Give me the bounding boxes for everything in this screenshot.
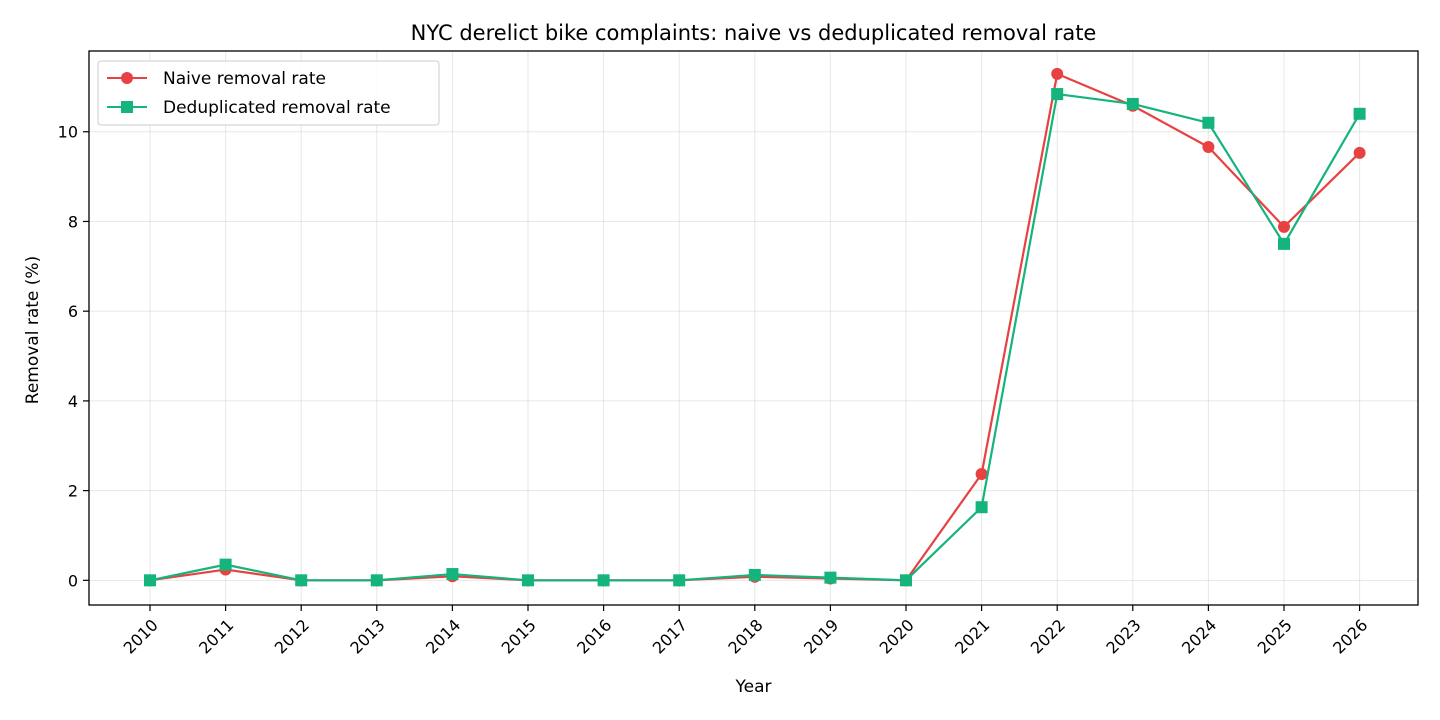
data-point-deduplicated: [1202, 116, 1215, 129]
legend-box: [97, 60, 440, 126]
plot-frame: [88, 50, 1419, 606]
x-tick-label: 2021: [951, 615, 993, 657]
legend-marker-naive: [121, 72, 133, 84]
series-deduplicated: [144, 88, 1366, 587]
legend-label-naive: Naive removal rate: [163, 69, 326, 89]
data-point-deduplicated: [1278, 237, 1290, 250]
chart-title: NYC derelict bike complaints: naive vs d…: [411, 21, 1097, 45]
x-tick-label: 2022: [1027, 615, 1069, 657]
x-tick-label: 2014: [422, 615, 464, 657]
data-point-deduplicated: [824, 571, 837, 584]
data-point-deduplicated: [748, 568, 761, 581]
x-axis-label: Year: [735, 677, 772, 697]
y-tick-label: 6: [68, 302, 78, 321]
legend-marker-deduplicated: [121, 101, 133, 113]
x-tick-label: 2023: [1102, 615, 1144, 657]
y-axis-ticks: 0 2 4 6 8 10: [58, 123, 89, 590]
x-tick-label: 2026: [1329, 615, 1371, 657]
y-tick-label: 0: [68, 571, 78, 590]
y-tick-label: 8: [68, 212, 78, 231]
data-point-naive: [1278, 220, 1290, 233]
x-tick-label: 2019: [800, 615, 842, 657]
data-point-deduplicated: [1353, 107, 1366, 120]
data-point-deduplicated: [1126, 97, 1139, 110]
x-tick-label: 2024: [1178, 615, 1220, 657]
plot-series: [144, 67, 1366, 587]
y-tick-label: 2: [68, 482, 78, 501]
x-tick-label: 2020: [876, 615, 918, 657]
x-tick-label: 2015: [498, 615, 540, 657]
data-point-deduplicated: [1051, 88, 1064, 101]
data-point-deduplicated: [522, 574, 534, 587]
data-point-deduplicated: [975, 501, 988, 514]
data-point-deduplicated: [370, 574, 383, 587]
data-point-deduplicated: [597, 574, 610, 587]
x-axis-ticks: 2010 2011 2012 2013 2014 2015 2016 2017 2018 2019…: [120, 605, 1371, 658]
data-point-deduplicated: [295, 574, 308, 587]
x-tick-label: 2016: [573, 615, 615, 657]
data-point-deduplicated: [446, 568, 459, 581]
data-point-deduplicated: [219, 558, 232, 571]
data-point-naive: [1202, 140, 1215, 153]
x-tick-label: 2010: [120, 615, 162, 657]
legend-label-deduplicated: Deduplicated removal rate: [163, 98, 391, 118]
legend: Naive removal rate Deduplicated removal …: [97, 60, 440, 126]
grid-lines: [89, 51, 1418, 605]
x-tick-label: 2018: [724, 615, 766, 657]
data-point-naive: [1353, 146, 1366, 159]
y-axis-label: Removal rate (%): [23, 256, 43, 404]
data-point-deduplicated: [673, 574, 686, 587]
y-tick-label: 10: [58, 123, 78, 142]
x-tick-label: 2011: [195, 615, 237, 657]
x-tick-label: 2012: [271, 615, 313, 657]
data-point-naive: [975, 468, 988, 481]
x-tick-label: 2013: [346, 615, 388, 657]
x-tick-label: 2017: [649, 615, 691, 657]
y-tick-label: 4: [68, 392, 78, 411]
data-point-deduplicated: [144, 574, 156, 587]
data-point-naive: [1051, 67, 1064, 80]
x-tick-label: 2025: [1254, 615, 1296, 657]
data-point-deduplicated: [900, 574, 912, 587]
